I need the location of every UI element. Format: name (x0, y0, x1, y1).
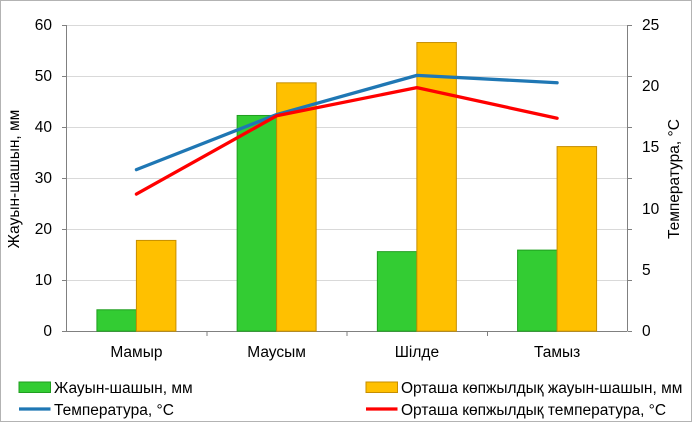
svg-text:Температура, °C: Температура, °C (54, 402, 174, 419)
svg-text:30: 30 (35, 170, 53, 187)
svg-text:60: 60 (35, 17, 53, 34)
svg-text:Тамыз: Тамыз (534, 344, 580, 361)
svg-text:Шілде: Шілде (395, 344, 439, 361)
svg-text:Орташа көпжылдық температура,: Орташа көпжылдық температура, °C (401, 402, 666, 419)
svg-text:Орташа көпжылдық жауын-шашын,: Орташа көпжылдық жауын-шашын, мм (401, 380, 682, 397)
svg-text:10: 10 (642, 201, 660, 218)
svg-text:Жауын-шашын, мм: Жауын-шашын, мм (54, 380, 193, 397)
svg-text:15: 15 (642, 139, 659, 156)
svg-text:20: 20 (642, 78, 660, 95)
svg-text:50: 50 (35, 68, 53, 85)
svg-text:0: 0 (642, 323, 651, 340)
svg-text:10: 10 (35, 272, 53, 289)
svg-text:40: 40 (35, 119, 53, 136)
svg-text:Маусым: Маусым (247, 344, 306, 361)
svg-text:25: 25 (642, 17, 659, 34)
svg-text:0: 0 (43, 323, 52, 340)
svg-text:20: 20 (35, 221, 53, 238)
svg-text:Жауын-шашын, мм: Жауын-шашын, мм (6, 110, 23, 249)
svg-text:5: 5 (642, 262, 651, 279)
svg-text:Мамыр: Мамыр (110, 344, 162, 361)
svg-text:Температура, °C: Температура, °C (666, 119, 683, 239)
